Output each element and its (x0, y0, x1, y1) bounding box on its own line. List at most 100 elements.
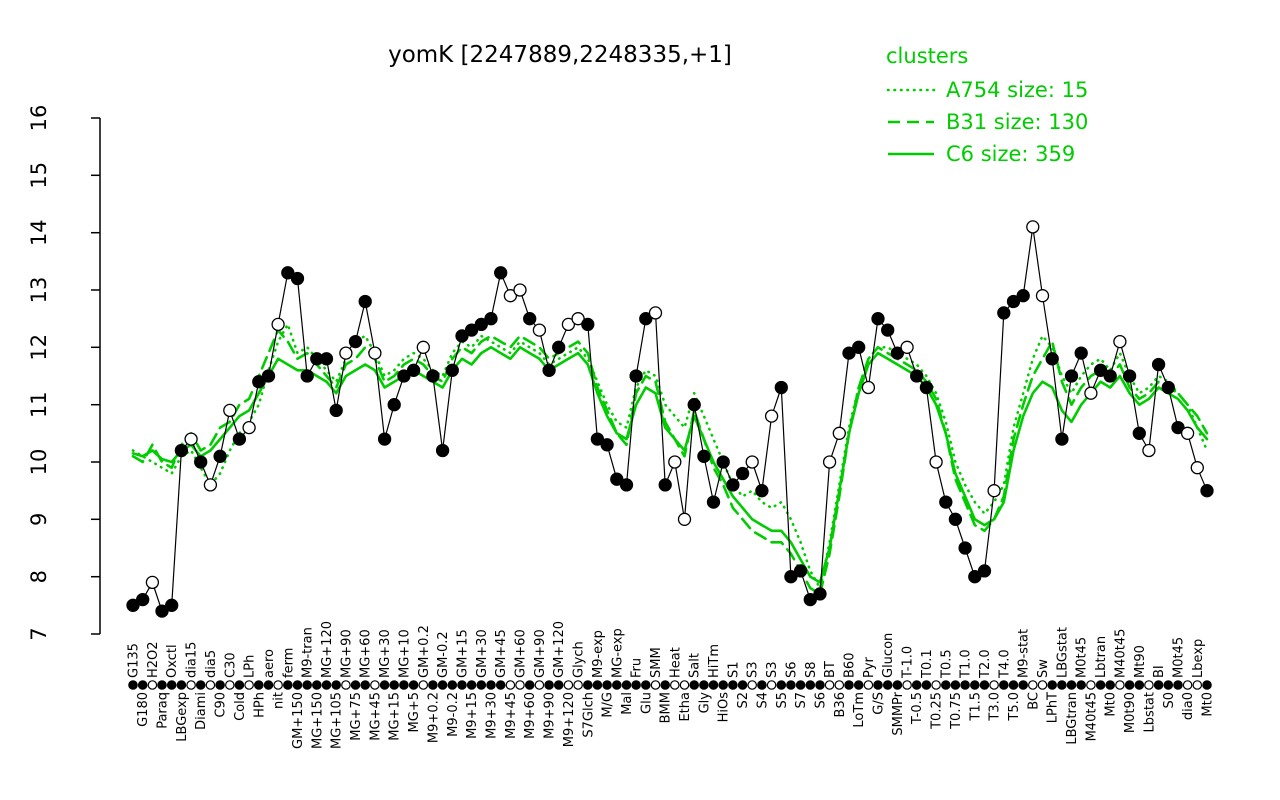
data-point (213, 449, 227, 463)
legend-label: C6 size: 359 (946, 142, 1076, 166)
data-point (813, 587, 827, 601)
condition-symbol (679, 680, 690, 690)
condition-label: M40t45 (1084, 692, 1099, 741)
condition-label: S6 (784, 661, 799, 678)
data-point (677, 512, 692, 526)
condition-symbol (1153, 680, 1164, 690)
data-point (145, 575, 160, 590)
condition-label: MG+5 (407, 692, 422, 732)
data-point (445, 363, 459, 377)
condition-symbol (1124, 680, 1135, 690)
condition-symbol (650, 680, 661, 690)
svg-text:8: 8 (27, 570, 51, 583)
condition-label: SMMPr (891, 691, 906, 735)
data-point (939, 495, 953, 509)
condition-symbol (476, 680, 487, 690)
condition-symbol (631, 680, 641, 690)
data-point (126, 598, 140, 612)
condition-label: C30 (223, 652, 238, 678)
condition-label: MG+45 (368, 692, 383, 741)
data-point (281, 266, 295, 280)
data-point (552, 340, 566, 354)
condition-label: M0t90 (1123, 692, 1138, 733)
condition-label: Lbstat (1142, 692, 1157, 732)
data-point (300, 369, 314, 383)
data-point (1035, 289, 1050, 303)
condition-symbol (766, 680, 777, 690)
condition-label: T5.0 (1007, 692, 1022, 722)
condition-symbol (399, 680, 409, 690)
condition-label: S6 (814, 692, 829, 709)
condition-symbol (795, 680, 806, 690)
condition-symbol (234, 680, 245, 690)
condition-symbol (1008, 680, 1019, 690)
condition-symbol (902, 680, 912, 690)
condition-symbol-strip (128, 680, 1212, 690)
condition-symbol (873, 680, 883, 690)
data-point (223, 403, 237, 418)
data-point (358, 294, 372, 309)
condition-label: G135 (127, 643, 142, 678)
condition-symbol (776, 680, 787, 690)
data-point (910, 369, 924, 383)
condition-label: M9+60 (523, 692, 538, 739)
condition-label: Mt90 (1133, 645, 1148, 678)
condition-symbol (940, 680, 951, 690)
condition-symbol (534, 680, 545, 690)
condition-label: nit (272, 692, 287, 709)
condition-label: M40t45 (1113, 629, 1128, 678)
condition-symbol (1192, 680, 1203, 690)
dashed-line-icon (888, 120, 934, 124)
data-point (648, 306, 663, 320)
condition-symbol (292, 680, 303, 690)
condition-symbol (408, 680, 419, 690)
condition-symbol (573, 680, 583, 690)
data-point (716, 455, 730, 469)
data-point (755, 484, 769, 498)
condition-symbol (457, 680, 467, 690)
condition-symbol (466, 680, 477, 690)
solid-line-icon (888, 152, 934, 156)
condition-symbol (1037, 680, 1048, 690)
condition-label: B60 (843, 653, 858, 678)
condition-symbol (273, 680, 283, 690)
condition-symbol (911, 680, 922, 690)
condition-label: S7Glch (581, 692, 596, 738)
condition-symbol (331, 680, 341, 690)
data-point (1142, 443, 1156, 458)
data-point (232, 432, 247, 446)
data-point (832, 426, 846, 440)
data-point (1103, 369, 1117, 383)
data-point (842, 346, 856, 360)
data-point (1180, 426, 1195, 440)
data-point (1190, 461, 1204, 475)
gene-line (132, 226, 1208, 612)
condition-symbol (708, 680, 719, 690)
gene-points (126, 220, 1214, 618)
data-point (929, 455, 943, 469)
condition-label: GM+60 (514, 629, 529, 678)
condition-label: MG+90 (339, 629, 354, 678)
condition-label: S3 (765, 661, 780, 678)
data-point (523, 312, 537, 326)
condition-symbol (157, 680, 167, 690)
data-point (745, 455, 759, 469)
svg-text:7: 7 (27, 627, 51, 640)
condition-label: M9+15 (465, 692, 480, 739)
condition-label: LoTm (852, 692, 867, 728)
condition-symbol (495, 680, 506, 690)
condition-label: M9+0.2 (426, 692, 441, 743)
svg-text:10: 10 (27, 449, 51, 476)
condition-label: Etha (678, 692, 693, 722)
data-point (513, 283, 527, 297)
condition-symbol (225, 680, 235, 690)
condition-label: Mal (620, 692, 635, 715)
condition-label: B36 (833, 692, 848, 717)
data-point (464, 323, 479, 337)
condition-label: Glych (572, 641, 587, 678)
data-point (455, 329, 469, 343)
condition-symbol (1086, 680, 1096, 690)
condition-symbol (176, 680, 187, 690)
condition-symbol (137, 680, 148, 690)
